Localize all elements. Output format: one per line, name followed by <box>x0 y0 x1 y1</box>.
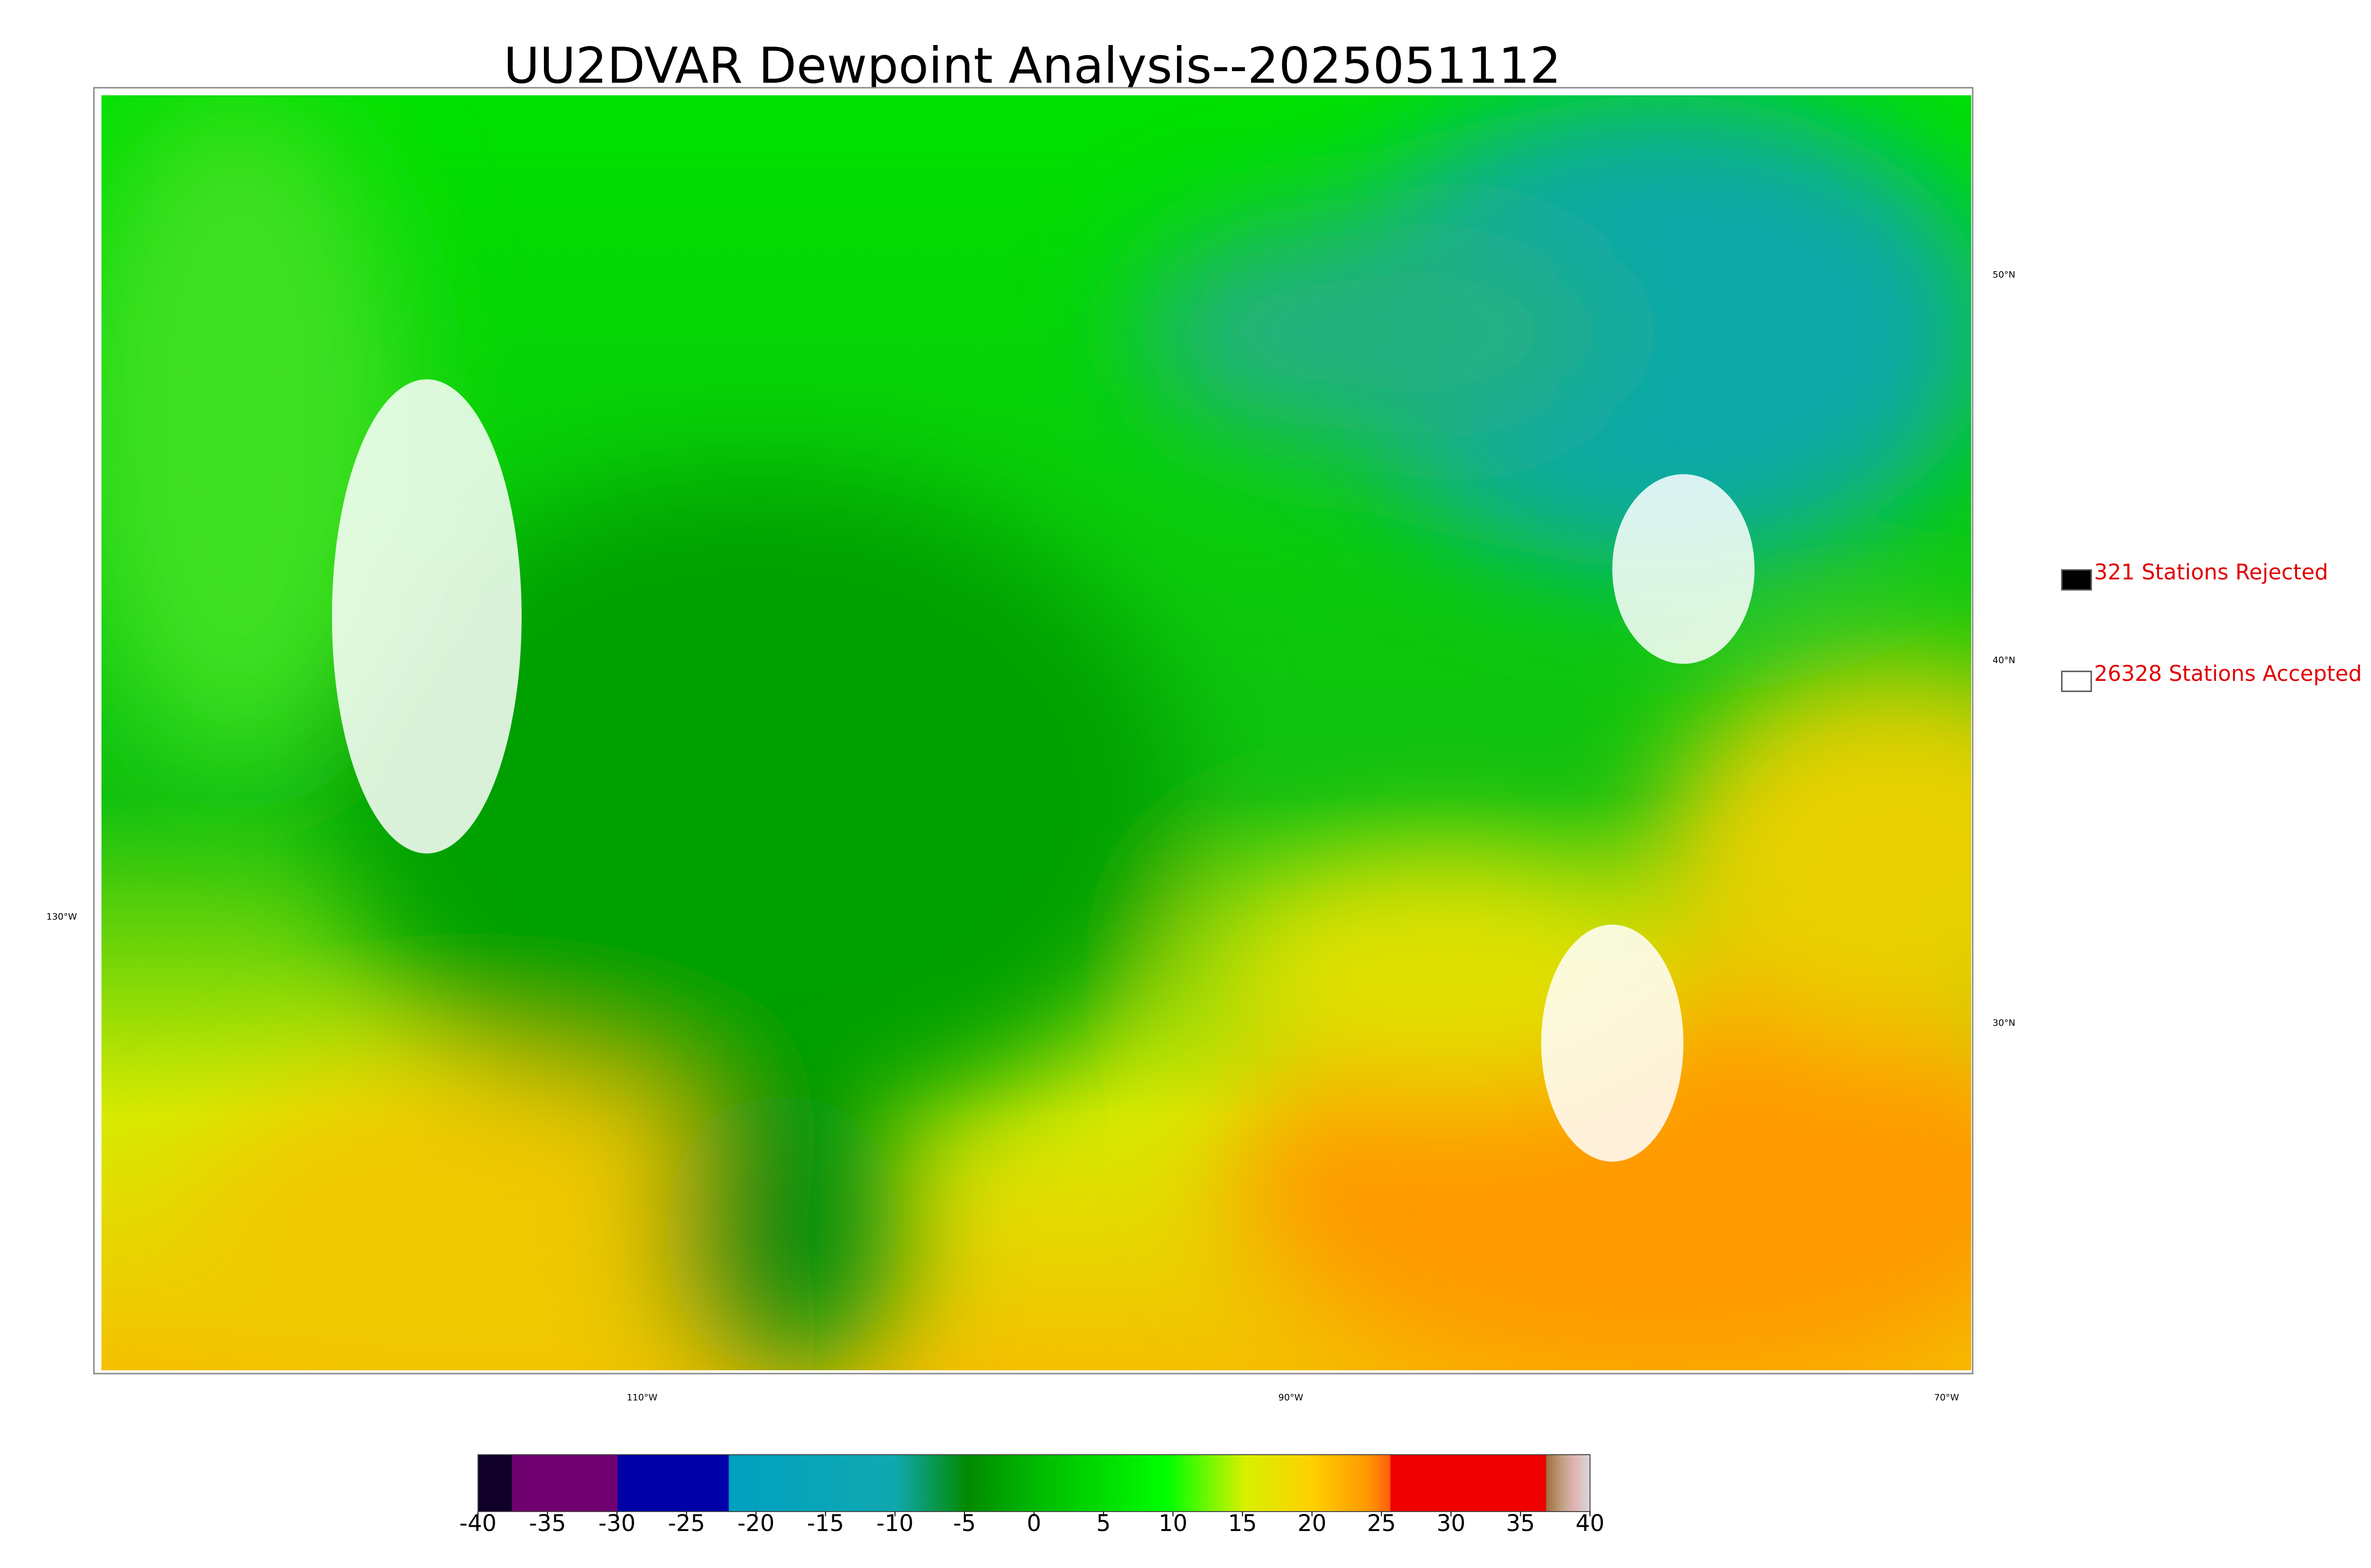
colorbar-tick-label: -20 <box>737 1510 774 1537</box>
legend-label: 321 Stations Rejected <box>2094 559 2328 585</box>
colorbar-tick-label: 5 <box>1096 1510 1111 1537</box>
map <box>101 95 1971 1370</box>
colorbar-tick-label: -30 <box>598 1510 635 1537</box>
colorbar-tick-label: -25 <box>668 1510 705 1537</box>
colorbar-tick-label: -40 <box>459 1510 496 1537</box>
longitude-label: 130°W <box>46 912 77 922</box>
colorbar-tick-label: 10 <box>1158 1510 1187 1537</box>
longitude-label: 90°W <box>1278 1393 1304 1403</box>
longitude-label: 70°W <box>1934 1393 1959 1403</box>
colorbar-tick-label: -5 <box>953 1510 976 1537</box>
colorbar-tick-label: 35 <box>1506 1510 1535 1537</box>
legend-swatch <box>2061 569 2092 591</box>
colorbar-tick-label: -15 <box>807 1510 844 1537</box>
legend-swatch <box>2061 670 2092 692</box>
colorbar-tick-label: 0 <box>1027 1510 1041 1537</box>
colorbar-tick-label: -10 <box>876 1510 913 1537</box>
latitude-label: 40°N <box>1993 655 2015 666</box>
legend-label: 26328 Stations Accepted <box>2094 661 2362 686</box>
colorbar <box>478 1454 1590 1512</box>
colorbar-tick-label: -35 <box>529 1510 566 1537</box>
colorbar-tick-label: 20 <box>1297 1510 1326 1537</box>
latitude-label: 50°N <box>1993 270 2015 280</box>
colorbar-tick-label: 15 <box>1228 1510 1257 1537</box>
longitude-label: 110°W <box>627 1393 658 1403</box>
colorbar-tick-label: 40 <box>1575 1510 1604 1537</box>
colorbar-tick-label: 30 <box>1436 1510 1465 1537</box>
latitude-label: 30°N <box>1993 1018 2015 1028</box>
colorbar-tick-label: 25 <box>1367 1510 1396 1537</box>
title: UU2DVAR Dewpoint Analysis--2025051112 <box>504 37 1561 94</box>
